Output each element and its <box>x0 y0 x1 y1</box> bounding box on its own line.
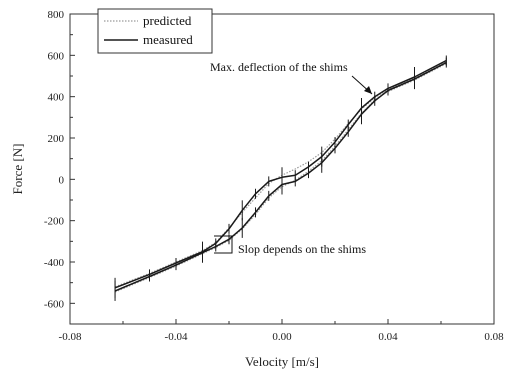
annotation-slop-text: Slop depends on the shims <box>238 242 366 256</box>
y-tick-label: -200 <box>44 216 65 228</box>
x-tick-label: 0.08 <box>484 331 504 343</box>
annotation-slop-bracket <box>214 235 233 254</box>
y-axis-label: Force [N] <box>10 144 25 195</box>
axis-ticks <box>69 13 495 324</box>
annotation-max-deflection-text: Max. deflection of the shims <box>210 60 348 74</box>
series-line-measured-upper <box>114 59 447 289</box>
y-tick-label: 400 <box>48 92 65 104</box>
y-tick-label: -400 <box>44 257 65 269</box>
y-tick-labels: -600 -400 -200 0 200 400 600 800 <box>44 9 65 310</box>
series-layer <box>114 55 447 301</box>
y-tick-label: -600 <box>44 298 65 310</box>
legend-label-measured: measured <box>143 32 193 47</box>
series-predicted <box>114 60 447 293</box>
legend-box <box>97 8 213 54</box>
y-tick-label: 200 <box>48 133 65 145</box>
y-tick-label: 800 <box>48 9 65 21</box>
annotation-slop: Slop depends on the shims <box>214 235 366 256</box>
series-line-predicted-upper <box>114 60 447 288</box>
x-tick-labels: -0.08 -0.04 0.00 0.04 0.08 <box>59 331 505 343</box>
annotation-max-deflection-arrowhead <box>364 86 372 94</box>
legend: predicted measured <box>97 8 213 54</box>
y-tick-label: 0 <box>59 174 65 186</box>
annotation-max-deflection: Max. deflection of the shims <box>210 60 373 95</box>
x-tick-label: -0.04 <box>165 331 188 343</box>
series-line-measured-lower <box>114 61 447 292</box>
x-axis-label: Velocity [m/s] <box>245 354 319 369</box>
x-tick-label: -0.08 <box>59 331 82 343</box>
series-measured <box>114 55 447 301</box>
legend-label-predicted: predicted <box>143 13 192 28</box>
x-tick-label: 0.00 <box>272 331 292 343</box>
y-tick-label: 600 <box>48 50 65 62</box>
x-tick-label: 0.04 <box>378 331 398 343</box>
